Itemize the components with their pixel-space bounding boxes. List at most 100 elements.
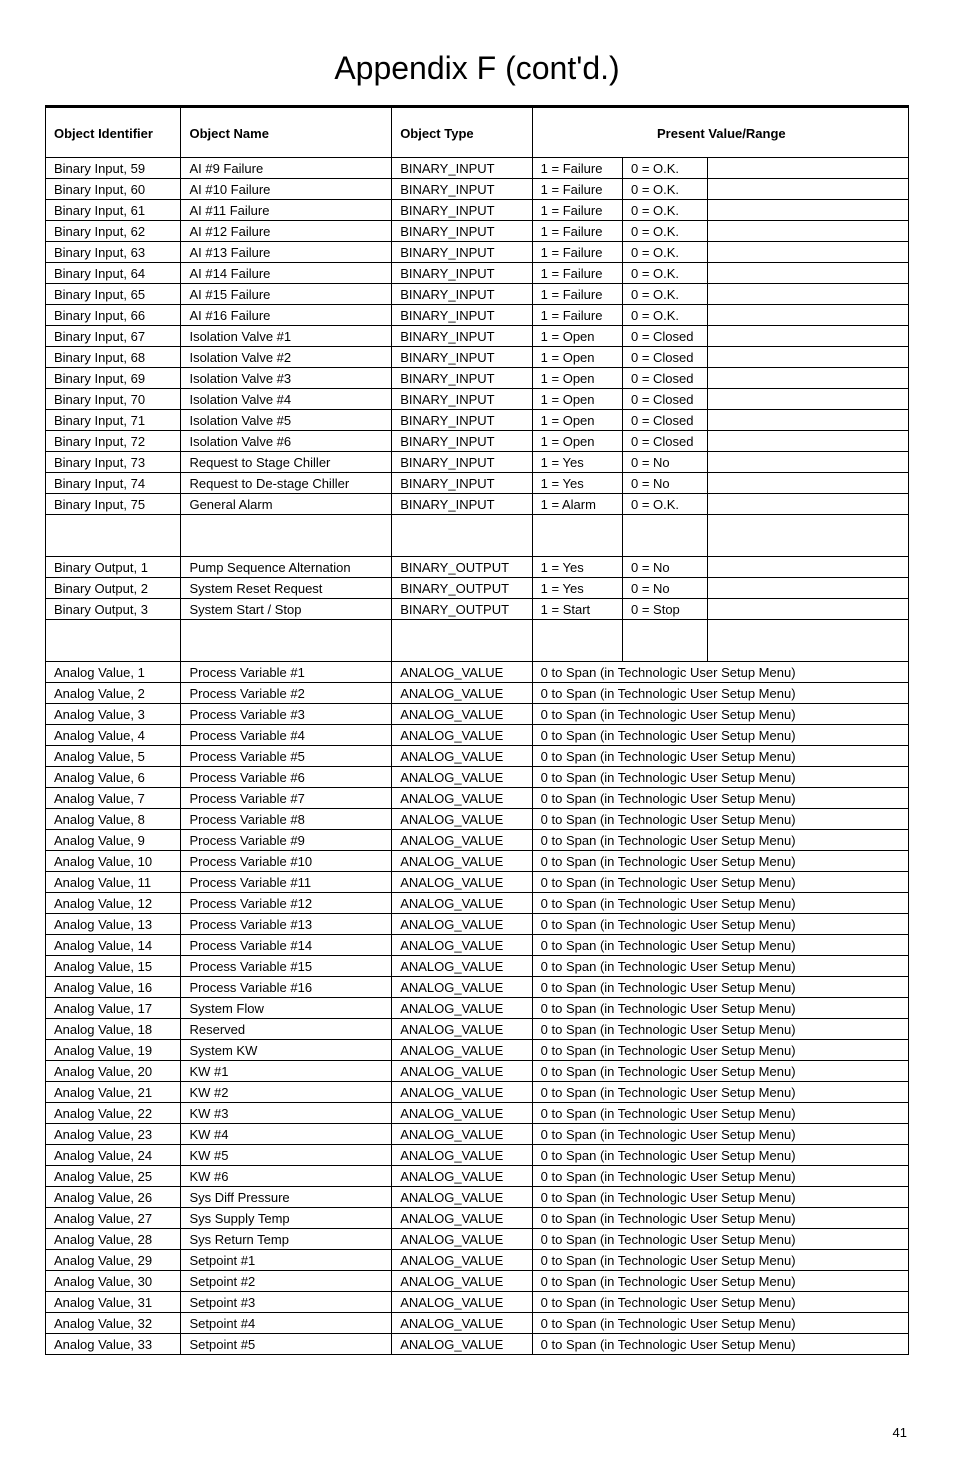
table-row: Analog Value, 13Process Variable #13ANAL… (46, 914, 909, 935)
cell-type: ANALOG_VALUE (392, 725, 532, 746)
cell-name: Process Variable #9 (181, 830, 392, 851)
cell-id: Binary Input, 62 (46, 221, 181, 242)
cell-range: 0 to Span (in Technologic User Setup Men… (532, 914, 908, 935)
cell-v0: 0 = No (622, 452, 707, 473)
cell-name: Reserved (181, 1019, 392, 1040)
cell-name: Setpoint #2 (181, 1271, 392, 1292)
cell-range: 0 to Span (in Technologic User Setup Men… (532, 1250, 908, 1271)
cell-id: Binary Input, 70 (46, 389, 181, 410)
cell-type: ANALOG_VALUE (392, 1082, 532, 1103)
cell-type: BINARY_INPUT (392, 389, 532, 410)
cell-empty (708, 179, 909, 200)
cell-id: Binary Input, 66 (46, 305, 181, 326)
table-row: Analog Value, 30Setpoint #2ANALOG_VALUE0… (46, 1271, 909, 1292)
cell-v0: 0 = Closed (622, 326, 707, 347)
cell-id: Analog Value, 28 (46, 1229, 181, 1250)
cell-type: BINARY_INPUT (392, 305, 532, 326)
table-row: Binary Input, 69Isolation Valve #3BINARY… (46, 368, 909, 389)
cell-id: Analog Value, 11 (46, 872, 181, 893)
cell-name: Process Variable #6 (181, 767, 392, 788)
cell-name: Process Variable #4 (181, 725, 392, 746)
header-object-type: Object Type (392, 108, 532, 158)
table-row: Analog Value, 28Sys Return TempANALOG_VA… (46, 1229, 909, 1250)
table-row: Binary Input, 68Isolation Valve #2BINARY… (46, 347, 909, 368)
cell-v0: 0 = O.K. (622, 200, 707, 221)
table-row: Analog Value, 26Sys Diff PressureANALOG_… (46, 1187, 909, 1208)
cell-v0: 0 = Stop (622, 599, 707, 620)
cell-v0: 0 = O.K. (622, 494, 707, 515)
cell-range: 0 to Span (in Technologic User Setup Men… (532, 1166, 908, 1187)
cell-v1: 1 = Open (532, 431, 622, 452)
table-row: Binary Input, 60AI #10 FailureBINARY_INP… (46, 179, 909, 200)
cell-v1: 1 = Yes (532, 473, 622, 494)
cell-id: Binary Input, 65 (46, 284, 181, 305)
cell-name: Process Variable #14 (181, 935, 392, 956)
cell-v1: 1 = Failure (532, 242, 622, 263)
cell-name: Isolation Valve #2 (181, 347, 392, 368)
cell-name: Process Variable #16 (181, 977, 392, 998)
cell-id: Analog Value, 14 (46, 935, 181, 956)
cell-id: Binary Input, 60 (46, 179, 181, 200)
cell-type: ANALOG_VALUE (392, 1250, 532, 1271)
cell-id: Binary Input, 71 (46, 410, 181, 431)
cell-v0: 0 = Closed (622, 389, 707, 410)
cell-id: Analog Value, 12 (46, 893, 181, 914)
cell-empty (708, 326, 909, 347)
cell-type: ANALOG_VALUE (392, 1187, 532, 1208)
cell-v0: 0 = No (622, 473, 707, 494)
cell-id: Analog Value, 10 (46, 851, 181, 872)
cell-name: KW #1 (181, 1061, 392, 1082)
cell-v0: 0 = No (622, 557, 707, 578)
cell-name: Pump Sequence Alternation (181, 557, 392, 578)
cell-v1: 1 = Open (532, 389, 622, 410)
table-row: Analog Value, 14Process Variable #14ANAL… (46, 935, 909, 956)
cell-name: Request to De-stage Chiller (181, 473, 392, 494)
cell-id: Binary Input, 59 (46, 158, 181, 179)
cell-type: ANALOG_VALUE (392, 1334, 532, 1355)
cell-name: Isolation Valve #5 (181, 410, 392, 431)
table-row: Binary Output, 1Pump Sequence Alternatio… (46, 557, 909, 578)
cell-v1: 1 = Failure (532, 158, 622, 179)
cell-id: Analog Value, 1 (46, 662, 181, 683)
cell-id: Binary Output, 3 (46, 599, 181, 620)
cell-id: Analog Value, 23 (46, 1124, 181, 1145)
cell-id: Analog Value, 17 (46, 998, 181, 1019)
cell-v1: 1 = Open (532, 326, 622, 347)
table-row: Analog Value, 21KW #2ANALOG_VALUE0 to Sp… (46, 1082, 909, 1103)
table-row: Binary Input, 66AI #16 FailureBINARY_INP… (46, 305, 909, 326)
cell-id: Analog Value, 22 (46, 1103, 181, 1124)
cell-id: Binary Input, 61 (46, 200, 181, 221)
table-row: Binary Input, 63AI #13 FailureBINARY_INP… (46, 242, 909, 263)
cell-v1: 1 = Failure (532, 284, 622, 305)
cell-id: Analog Value, 16 (46, 977, 181, 998)
table-row: Analog Value, 6Process Variable #6ANALOG… (46, 767, 909, 788)
cell-name: Isolation Valve #6 (181, 431, 392, 452)
cell-type: ANALOG_VALUE (392, 1271, 532, 1292)
cell-name: AI #15 Failure (181, 284, 392, 305)
cell-type: ANALOG_VALUE (392, 1040, 532, 1061)
cell-range: 0 to Span (in Technologic User Setup Men… (532, 1313, 908, 1334)
cell-type: BINARY_OUTPUT (392, 599, 532, 620)
table-row: Binary Input, 61AI #11 FailureBINARY_INP… (46, 200, 909, 221)
cell-range: 0 to Span (in Technologic User Setup Men… (532, 1019, 908, 1040)
cell-name: Isolation Valve #3 (181, 368, 392, 389)
cell-range: 0 to Span (in Technologic User Setup Men… (532, 830, 908, 851)
cell-v0: 0 = Closed (622, 347, 707, 368)
cell-type: ANALOG_VALUE (392, 1208, 532, 1229)
cell-name: Setpoint #5 (181, 1334, 392, 1355)
cell-name: AI #16 Failure (181, 305, 392, 326)
cell-name: Process Variable #1 (181, 662, 392, 683)
header-object-name: Object Name (181, 108, 392, 158)
cell-v0: 0 = O.K. (622, 242, 707, 263)
cell-name: Setpoint #1 (181, 1250, 392, 1271)
cell-id: Analog Value, 26 (46, 1187, 181, 1208)
table-row: Analog Value, 2Process Variable #2ANALOG… (46, 683, 909, 704)
table-header-row: Object Identifier Object Name Object Typ… (46, 108, 909, 158)
cell-name: AI #11 Failure (181, 200, 392, 221)
cell-name: Process Variable #3 (181, 704, 392, 725)
cell-type: ANALOG_VALUE (392, 1124, 532, 1145)
table-row: Binary Input, 62AI #12 FailureBINARY_INP… (46, 221, 909, 242)
cell-type: BINARY_INPUT (392, 221, 532, 242)
cell-v1: 1 = Yes (532, 578, 622, 599)
cell-id: Analog Value, 33 (46, 1334, 181, 1355)
